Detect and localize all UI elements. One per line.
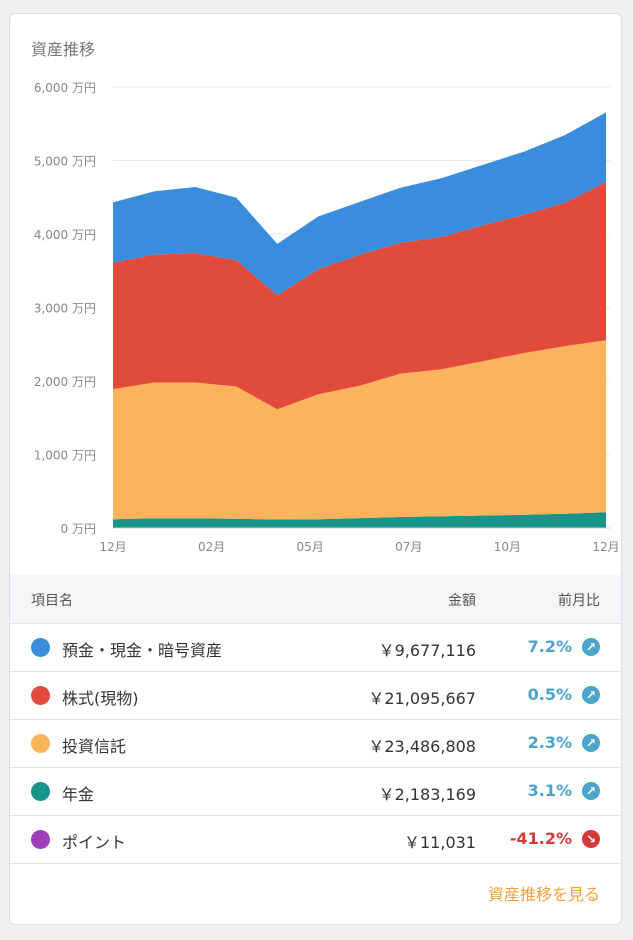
month-change: 7.2% [527,637,572,656]
month-change: 2.3% [527,733,572,752]
x-tick-label: 12月 [99,540,126,554]
header-change: 前月比 [558,593,600,609]
y-tick-label: 2,000 万円 [34,375,96,389]
table-row: 年金 ￥2,183,169 3.1% ↗ [10,768,621,816]
table-header: 項目名 金額 前月比 [10,575,621,624]
x-tick-label: 12月 [592,540,619,554]
legend-dot [31,686,50,705]
asset-amount: ￥11,031 [404,833,476,852]
legend-dot [31,782,50,801]
y-tick-label: 1,000 万円 [34,449,96,463]
asset-trend-chart: 0 万円 1,000 万円 2,000 万円 3,000 万円 4,000 万円 5,00… [34,81,620,554]
table-row: 投資信託 ￥23,486,808 2.3% ↗ [10,720,621,768]
asset-name: 投資信託 [62,737,127,756]
arrow-up-right-icon: ↗ [582,686,600,704]
y-tick-label: 0 万円 [61,522,96,536]
asset-name: ポイント [62,833,127,852]
card-title: 資産推移 [31,40,96,59]
asset-name: 年金 [62,785,95,804]
view-asset-trend-link[interactable]: 資産推移を見る [487,885,600,904]
asset-name: 株式(現物) [62,689,139,708]
area-series [113,112,606,296]
month-change: 0.5% [527,685,572,704]
y-tick-label: 6,000 万円 [34,81,96,95]
header-name: 項目名 [31,593,73,609]
y-tick-label: 5,000 万円 [34,155,96,169]
asset-name: 預金・現金・暗号資産 [62,641,223,660]
legend-dot [31,638,50,657]
x-tick-label: 02月 [198,540,225,554]
asset-trend-card: 資産推移 0 万円 1,000 万円 2,000 万円 3,000 万円 4,000 万… [9,13,622,925]
header-amount: 金額 [448,593,476,609]
asset-amount: ￥21,095,667 [368,689,476,708]
month-change: 3.1% [527,781,572,800]
x-tick-label: 05月 [297,540,324,554]
x-tick-label: 10月 [494,540,521,554]
arrow-down-right-icon: ↘ [582,830,600,848]
area-series [113,512,606,528]
asset-amount: ￥23,486,808 [368,737,476,756]
asset-amount: ￥2,183,169 [378,785,476,804]
arrow-up-right-icon: ↗ [582,782,600,800]
legend-dot [31,734,50,753]
arrow-up-right-icon: ↗ [582,638,600,656]
arrow-up-right-icon: ↗ [582,734,600,752]
legend-dot [31,830,50,849]
x-tick-label: 07月 [395,540,422,554]
y-tick-label: 3,000 万円 [34,302,96,316]
asset-table: 項目名 金額 前月比 預金・現金・暗号資産 ￥9,677,116 7.2% ↗ 株式(現… [10,575,621,864]
month-change: -41.2% [509,829,572,848]
table-body: 預金・現金・暗号資産 ￥9,677,116 7.2% ↗ 株式(現物) ￥21,095,6… [10,624,621,864]
asset-amount: ￥9,677,116 [378,641,476,660]
table-row: 預金・現金・暗号資産 ￥9,677,116 7.2% ↗ [10,624,621,672]
y-tick-label: 4,000 万円 [34,228,96,242]
area-series [113,340,606,520]
area-series [113,182,606,410]
table-row: 株式(現物) ￥21,095,667 0.5% ↗ [10,672,621,720]
table-row: ポイント ￥11,031 -41.2% ↘ [10,816,621,864]
